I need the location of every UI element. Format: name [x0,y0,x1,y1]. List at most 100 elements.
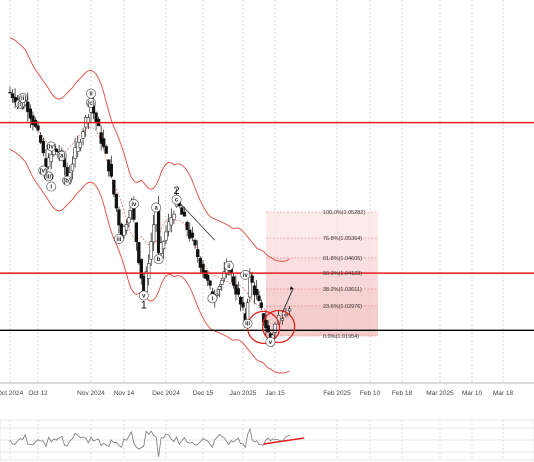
wave-label: v [265,337,276,347]
fib-level-label: 23.6%(1.02976) [323,304,362,310]
wave-label-text: v [142,293,146,299]
wave-label-text: (iii) [44,174,53,180]
candle-body [26,101,30,113]
wave-label-circle [265,337,276,347]
wave-label: (ii) [17,93,28,103]
highlight-circle [261,309,296,344]
wave-label-text: v [269,340,273,346]
wave-label-circle [171,194,182,205]
wave-label: v [138,290,149,301]
x-tick-label: Mar 18 [493,390,514,397]
x-tick-label: Feb 10 [360,390,381,397]
wave-label-text: a [154,205,158,211]
candle-body [41,141,45,154]
horizontal-levels [0,121,534,332]
x-tick-label: Oct 12 [28,390,48,397]
candle-body [81,131,85,139]
candle-body [139,258,143,279]
wave-label-circle [17,93,28,103]
x-tick-label: Nov 14 [114,390,135,397]
candle-body [124,224,129,231]
candle-body [222,271,226,279]
candle-body [99,132,103,144]
fib-zone-band [266,258,378,273]
candle-body [127,217,131,224]
candle-body [208,280,212,286]
major-wave-label: 2 [174,185,180,197]
wave-label-circle [56,150,67,161]
wave-label: (a) [56,150,67,161]
wave-trendline [176,199,216,241]
fib-level-label: 0.0%(1.01954) [323,334,359,340]
wave-label: iii [114,233,124,244]
x-axis: Oct 2024 Oct 12 Nov 2024 Nov 14 Dec 2024 Dec … [0,390,513,397]
fib-zone-band [266,238,378,258]
up-arrow-shaft [281,288,294,314]
candle-body [241,302,245,308]
wave-label-text: iii [245,322,250,328]
wave-label-text: i [212,296,214,302]
candle-body [259,302,263,308]
fib-level-label: 38.2%(1.03611) [323,287,362,293]
x-tick-label: Jan 2025 [230,390,257,397]
wave-label-text: iii [116,237,121,243]
candle-body [196,249,200,258]
candle-body [206,274,210,281]
candle-body [73,147,77,159]
candle-body [49,154,53,162]
wave-labels: (i)(ii)(iii)(iv)(v)(a)(b)(c)iiiiiiivvabc… [15,88,276,347]
x-tick-label: Dec 2024 [152,390,180,397]
wave-label-text: ii [227,264,231,270]
candle-body [147,263,151,280]
candle-body [70,163,75,172]
wave-label-circle [114,233,124,244]
candle-body [169,217,173,226]
wave-label-text: (i) [17,102,23,108]
candle-body [117,209,121,226]
wave-label-text: ii [89,92,93,98]
candle-body [112,179,116,195]
fib-level-label: 50.0%(1.04123) [323,271,362,277]
candle-body [188,229,192,239]
candle-body [149,241,153,260]
major-wave-label: 1 [141,300,147,312]
wave-label-circle [62,175,73,186]
fib-level-label: 100.0%(1.05282) [323,210,365,216]
candle-body [36,125,40,131]
candle-body [151,224,156,243]
wave-label-circle [242,318,253,329]
candle-body [39,135,43,143]
candle-body [255,289,259,296]
candle-body [8,91,12,94]
wave-label: c [171,194,182,205]
wave-label-circle [138,290,149,301]
wave-label: a [151,202,162,213]
wave-label-circle [207,293,218,304]
x-tick-label: Nov 2024 [77,390,105,397]
candlestick-series [8,86,292,347]
wave-label-text: (iv) [47,144,56,150]
candle-body [122,226,126,236]
candle-body [46,157,51,168]
lower-band [9,149,290,374]
chart-grid [0,0,534,384]
candle-body [284,314,288,317]
x-tick-label: Dec 15 [193,390,214,397]
wave-label: ii [223,260,234,271]
fib-zone-band [266,273,378,289]
annotations [176,199,296,345]
wave-label-circle [86,88,96,99]
wave-label: (v) [38,165,49,176]
candle-body [172,213,176,220]
wave-label-circle [240,269,251,280]
candle-body [137,242,141,264]
candle-body [250,275,254,283]
candle-body [217,286,222,290]
wave-label: ii [86,88,96,99]
wave-label-text: (c) [87,101,94,107]
candle-body [182,211,187,217]
divergence-line [263,437,305,445]
x-tick-label: Feb 18 [392,390,413,397]
wave-label: (c) [86,97,96,108]
candle-body [193,239,197,246]
